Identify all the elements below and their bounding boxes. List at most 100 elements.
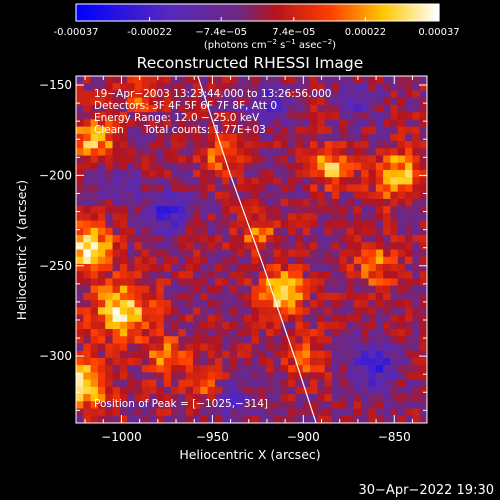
- heatmap-cell: [302, 285, 311, 294]
- heatmap-cell: [119, 336, 128, 344]
- heatmap-cell: [339, 206, 348, 214]
- heatmap-cell: [251, 162, 260, 171]
- colorbar-cell: [286, 4, 290, 21]
- heatmap-cell: [163, 191, 172, 200]
- heatmap-cell: [193, 97, 201, 106]
- heatmap-cell: [83, 408, 92, 417]
- heatmap-cell: [302, 213, 311, 222]
- heatmap-cell: [141, 256, 150, 265]
- heatmap-cell: [273, 83, 282, 91]
- heatmap-cell: [405, 300, 413, 308]
- heatmap-cell: [97, 321, 106, 330]
- heatmap-cell: [412, 76, 421, 84]
- heatmap-cell: [331, 184, 340, 193]
- heatmap-cell: [383, 386, 391, 395]
- heatmap-cell: [178, 263, 187, 272]
- heatmap-cell: [280, 90, 289, 99]
- heatmap-cell: [127, 220, 135, 229]
- heatmap-cell: [302, 242, 311, 250]
- colorbar-cell: [223, 4, 227, 21]
- heatmap-cell: [397, 76, 406, 84]
- heatmap-cell: [273, 141, 282, 149]
- heatmap-cell: [412, 278, 421, 287]
- heatmap-cell: [90, 141, 99, 149]
- heatmap-cell: [214, 329, 223, 337]
- heatmap-cell: [390, 169, 399, 178]
- heatmap-cell: [368, 408, 377, 417]
- heatmap-cell: [258, 104, 267, 113]
- heatmap-cell: [273, 206, 282, 214]
- heatmap-cell: [119, 394, 128, 402]
- heatmap-cell: [207, 104, 216, 113]
- heatmap-cell: [288, 162, 296, 171]
- heatmap-cell: [236, 119, 245, 128]
- heatmap-cell: [280, 300, 289, 308]
- heatmap-cell: [266, 112, 274, 120]
- heatmap-cell: [229, 365, 238, 373]
- colorbar-cell: [76, 4, 80, 21]
- heatmap-cell: [361, 141, 369, 149]
- heatmap-cell: [200, 126, 209, 135]
- heatmap-cell: [119, 249, 128, 258]
- heatmap-cell: [266, 126, 274, 135]
- heatmap-cell: [207, 220, 216, 229]
- heatmap-cell: [185, 198, 194, 207]
- heatmap-cell: [127, 314, 135, 323]
- heatmap-cell: [368, 198, 377, 207]
- heatmap-cell: [83, 350, 92, 359]
- heatmap-cell: [383, 307, 391, 316]
- heatmap-cell: [229, 184, 238, 193]
- heatmap-cell: [222, 292, 231, 301]
- heatmap-cell: [141, 249, 150, 258]
- heatmap-cell: [112, 343, 121, 352]
- heatmap-cell: [76, 141, 84, 149]
- heatmap-cell: [83, 372, 92, 381]
- heatmap-cell: [405, 97, 413, 106]
- colorbar-cell: [427, 4, 431, 21]
- solar-limb-line: [197, 76, 317, 423]
- heatmap-cell: [368, 206, 377, 214]
- heatmap-cell: [244, 292, 252, 301]
- colorbar-cell: [334, 4, 338, 21]
- heatmap-cell: [229, 83, 238, 91]
- heatmap-cell: [236, 386, 245, 395]
- heatmap-cell: [149, 198, 157, 207]
- heatmap-cell: [251, 148, 260, 157]
- colorbar-cell: [409, 4, 413, 21]
- heatmap-cell: [90, 155, 99, 164]
- heatmap-cell: [288, 329, 296, 337]
- heatmap-cell: [405, 329, 413, 337]
- heatmap-cell: [295, 220, 304, 229]
- heatmap-cell: [171, 206, 179, 214]
- heatmap-cell: [244, 155, 252, 164]
- heatmap-cell: [397, 104, 406, 113]
- heatmap-cell: [119, 83, 128, 91]
- heatmap-cell: [90, 169, 99, 178]
- heatmap-cell: [200, 271, 209, 279]
- heatmap-cell: [149, 227, 157, 236]
- colorbar-cell: [424, 4, 428, 21]
- heatmap-cell: [302, 271, 311, 279]
- heatmap-cell: [134, 90, 143, 99]
- heatmap-cell: [244, 97, 252, 106]
- heatmap-cell: [383, 278, 391, 287]
- heatmap-cell: [185, 379, 194, 388]
- heatmap-cell: [397, 271, 406, 279]
- heatmap-cell: [97, 141, 106, 149]
- heatmap-cell: [280, 104, 289, 113]
- heatmap-cell: [83, 126, 92, 135]
- heatmap-cell: [302, 235, 311, 243]
- heatmap-cell: [105, 227, 114, 236]
- heatmap-cell: [288, 112, 296, 120]
- heatmap-cell: [222, 401, 231, 410]
- heatmap-cell: [295, 155, 304, 164]
- heatmap-cell: [317, 314, 326, 323]
- heatmap-cell: [90, 372, 99, 381]
- heatmap-cell: [302, 256, 311, 265]
- heatmap-cell: [324, 285, 333, 294]
- heatmap-cell: [134, 220, 143, 229]
- heatmap-cell: [405, 242, 413, 250]
- heatmap-cell: [178, 235, 187, 243]
- heatmap-cell: [76, 329, 84, 337]
- heatmap-cell: [405, 235, 413, 243]
